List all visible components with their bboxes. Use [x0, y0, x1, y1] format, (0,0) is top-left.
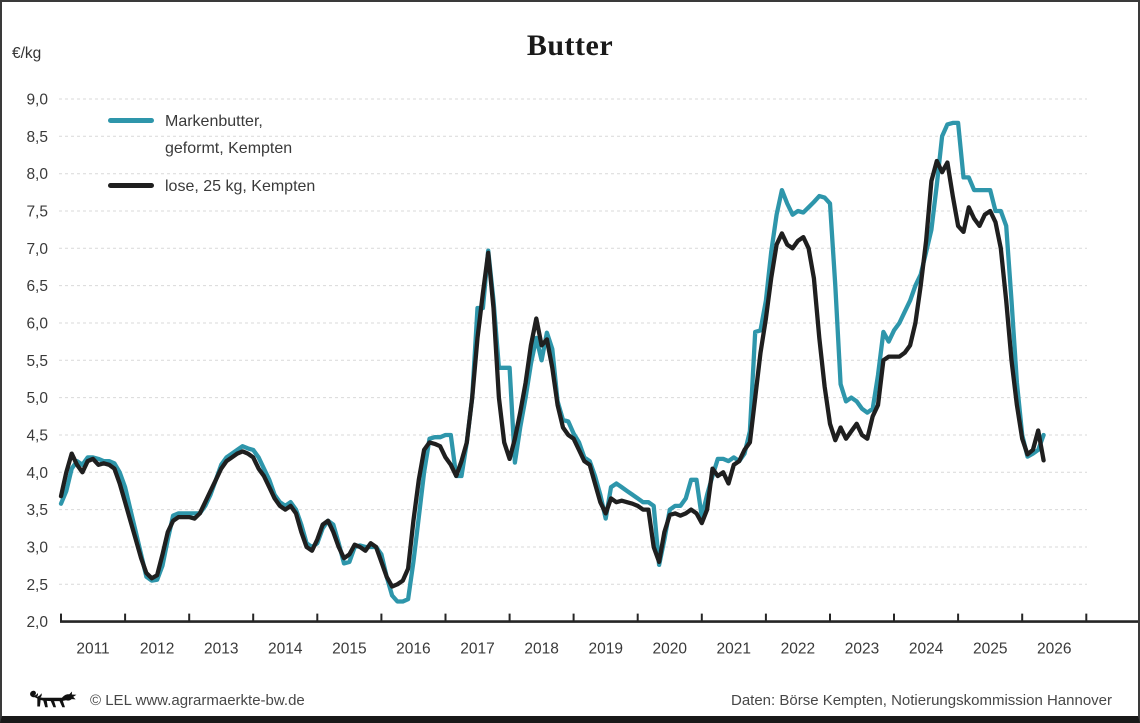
chart-title: Butter [526, 29, 614, 62]
svg-text:8,5: 8,5 [26, 129, 48, 146]
series-line-lose [58, 158, 1046, 589]
svg-text:3,5: 3,5 [26, 502, 48, 519]
svg-text:2023: 2023 [845, 641, 879, 658]
svg-text:2024: 2024 [909, 641, 944, 658]
svg-text:9,0: 9,0 [26, 92, 48, 109]
svg-text:5,0: 5,0 [26, 390, 48, 407]
svg-text:2020: 2020 [653, 641, 688, 658]
svg-text:5,5: 5,5 [26, 353, 48, 370]
svg-text:4,0: 4,0 [26, 465, 48, 482]
svg-text:7,0: 7,0 [26, 241, 48, 258]
svg-text:8,0: 8,0 [26, 166, 48, 183]
footer-copyright: © LEL www.agrarmaerkte-bw.de [90, 692, 305, 709]
svg-text:3,0: 3,0 [26, 540, 48, 557]
svg-text:2019: 2019 [588, 641, 622, 658]
svg-text:6,0: 6,0 [26, 316, 48, 333]
svg-text:6,5: 6,5 [26, 278, 48, 295]
svg-text:2,0: 2,0 [26, 614, 48, 631]
svg-text:2021: 2021 [717, 641, 751, 658]
svg-text:7,5: 7,5 [26, 204, 48, 221]
legend-swatch-lose-icon [108, 183, 154, 188]
y-axis-labels: 2,0 2,5 3,0 3,5 4,0 4,5 5,0 5,5 6,0 6,5 7,0 7,5 8,0 8… [26, 92, 48, 632]
svg-text:2015: 2015 [332, 641, 366, 658]
lion-logo-icon [30, 690, 77, 708]
legend-swatch-markenbutter-icon [108, 118, 154, 123]
svg-text:2013: 2013 [204, 641, 238, 658]
legend-label-lose-line1: lose, 25 kg, Kempten [165, 178, 316, 195]
svg-text:2018: 2018 [524, 641, 558, 658]
svg-text:2022: 2022 [781, 641, 815, 658]
svg-text:2012: 2012 [140, 641, 174, 658]
svg-text:4,5: 4,5 [26, 428, 48, 445]
svg-text:2025: 2025 [973, 641, 1007, 658]
svg-text:2014: 2014 [268, 641, 303, 658]
footer-data-source: Daten: Börse Kempten, Notierungskommissi… [730, 692, 1112, 709]
x-axis [60, 613, 1138, 623]
svg-text:2016: 2016 [396, 641, 430, 658]
svg-text:2026: 2026 [1037, 641, 1071, 658]
svg-text:2017: 2017 [460, 641, 494, 658]
svg-text:2,5: 2,5 [26, 577, 48, 594]
y-axis-unit-label: €/kg [12, 45, 42, 62]
legend-label-markenbutter-line2: geformt, Kempten [165, 140, 293, 157]
series-line-markenbutter [58, 120, 1046, 604]
x-axis-labels: 2011 2012 2013 2014 2015 2016 2017 2018 2019 2020… [76, 641, 1071, 658]
svg-text:2011: 2011 [76, 641, 109, 658]
legend-label-markenbutter-line1: Markenbutter, [165, 113, 263, 130]
